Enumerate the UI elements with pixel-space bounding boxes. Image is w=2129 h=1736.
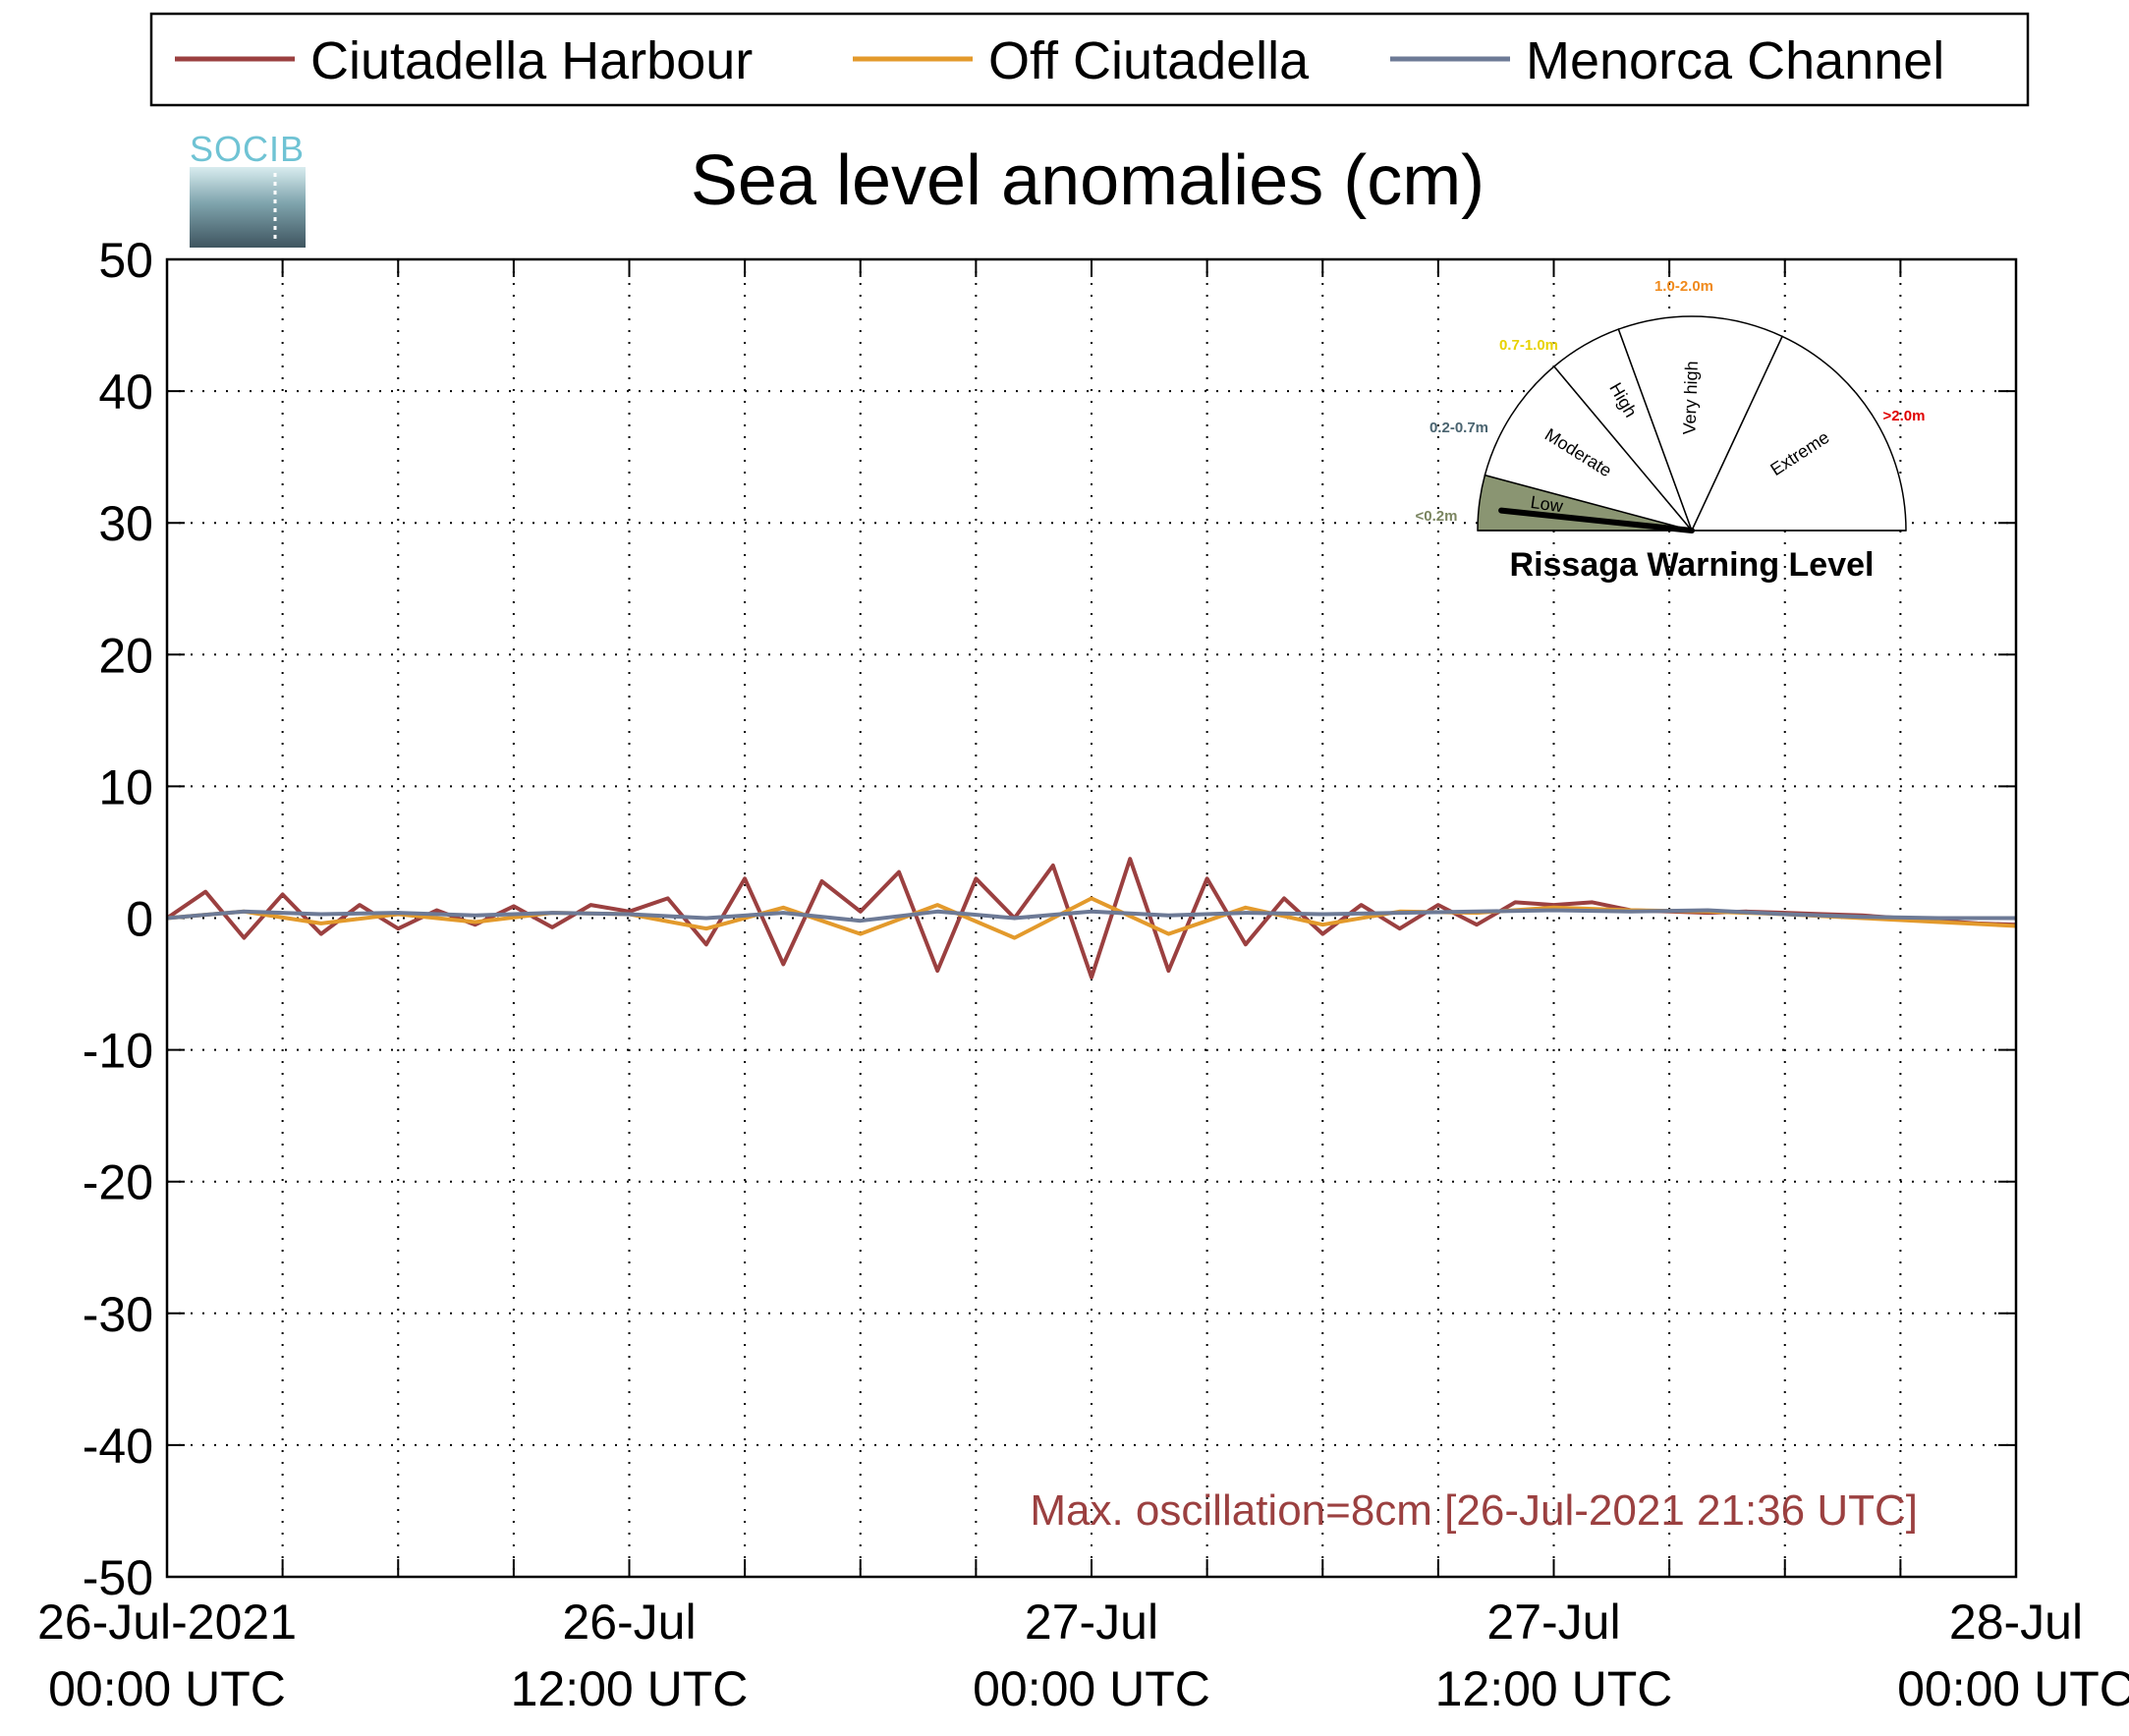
x-tick-label-date: 26-Jul <box>562 1595 696 1650</box>
gauge-range-label: 0.7-1.0m <box>1499 337 1558 354</box>
socib-logo: SOCIB <box>190 129 306 248</box>
logo-text: SOCIB <box>190 129 305 169</box>
logo-gradient-block <box>190 167 306 248</box>
y-tick-label: 40 <box>98 364 153 420</box>
x-tick-label-time: 00:00 UTC <box>48 1661 286 1716</box>
gauge-title: Rissaga Warning Level <box>1510 546 1875 584</box>
gauge-sector-very-high <box>1617 315 1784 532</box>
gauge-range-label: >2.0m <box>1883 408 1926 424</box>
x-tick-label-date: 26-Jul-2021 <box>37 1595 297 1650</box>
y-tick-label: 20 <box>98 628 153 683</box>
max-oscillation-annotation: Max. oscillation=8cm [26-Jul-2021 21:36 … <box>1030 1486 1918 1535</box>
x-tick-label-date: 28-Jul <box>1949 1595 2083 1650</box>
x-tick-label-time: 00:00 UTC <box>1897 1661 2129 1716</box>
x-tick-label-time: 12:00 UTC <box>511 1661 749 1716</box>
legend: Ciutadella Harbour Off Ciutadella Menorc… <box>149 12 2030 107</box>
y-tick-label: -20 <box>83 1155 153 1210</box>
gauge-range-label: 1.0-2.0m <box>1654 278 1713 295</box>
y-tick-label: -50 <box>83 1550 153 1605</box>
x-tick-label-time: 00:00 UTC <box>973 1661 1210 1716</box>
gauge-sector-extreme <box>1690 335 1907 532</box>
series-line-menorca-channel <box>166 908 2016 924</box>
legend-label-menorca-channel: Menorca Channel <box>1526 31 1944 90</box>
x-tick-label-date: 27-Jul <box>1486 1595 1620 1650</box>
gauge-needle <box>1498 507 1695 533</box>
y-tick-label: 0 <box>126 892 153 947</box>
gauge-sector-moderate <box>1484 364 1695 532</box>
y-tick-label: 30 <box>98 496 153 551</box>
y-tick-label: -10 <box>83 1024 153 1079</box>
y-tick-label: -30 <box>83 1287 153 1342</box>
y-tick-label: 50 <box>98 233 153 288</box>
legend-label-off-ciutadella: Off Ciutadella <box>988 31 1310 90</box>
grid-lines <box>167 259 2016 1577</box>
legend-box <box>149 12 2030 107</box>
x-tick-label-time: 12:00 UTC <box>1435 1661 1673 1716</box>
y-tick-label: -40 <box>83 1419 153 1474</box>
plot-area: -50 -40 -30 -20 -10 0 10 20 30 40 50 26-Jul-2021 00:… <box>37 233 2129 1716</box>
gauge-range-label: 0.2-0.7m <box>1429 420 1488 436</box>
gauge-range-label: <0.2m <box>1416 508 1458 525</box>
gauge-sector-label: Very high <box>1679 361 1702 435</box>
x-tick-label-date: 27-Jul <box>1025 1595 1158 1650</box>
y-tick-label: 10 <box>98 759 153 814</box>
chart-title: Sea level anomalies (cm) <box>691 141 1485 220</box>
plot-frame <box>165 257 2018 1579</box>
legend-label-ciutadella-harbour: Ciutadella Harbour <box>310 31 753 90</box>
